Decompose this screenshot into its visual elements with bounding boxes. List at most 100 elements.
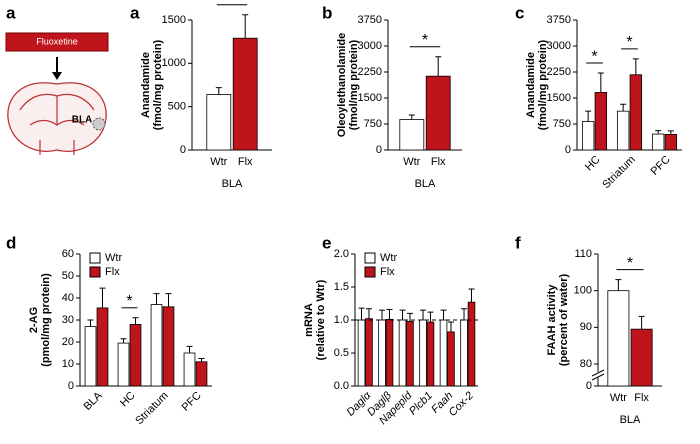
legend-label: Flx bbox=[380, 266, 395, 278]
y-axis-label: (fmol/mg protein) bbox=[152, 39, 164, 130]
bar bbox=[129, 323, 142, 387]
significance-label: * bbox=[126, 293, 132, 310]
drug-label: Fluoxetine bbox=[36, 36, 78, 46]
x-tick-label: PFC bbox=[649, 154, 673, 178]
error-bar bbox=[468, 288, 475, 303]
error-bar bbox=[427, 311, 434, 322]
bar bbox=[117, 342, 130, 387]
error-bar bbox=[99, 287, 106, 308]
arrow-head bbox=[52, 72, 62, 80]
error-bar bbox=[620, 103, 627, 112]
x-tick-label: Wtr bbox=[210, 156, 227, 168]
axis-break bbox=[591, 373, 605, 381]
error-bar bbox=[379, 309, 386, 320]
bar bbox=[439, 319, 448, 387]
error-bar bbox=[420, 309, 427, 320]
bar bbox=[664, 133, 678, 151]
y-axis-label: (fmol/mg protein) bbox=[537, 39, 549, 130]
y-axis-label: FAAH activity bbox=[546, 284, 558, 356]
y-tick-label: 20 bbox=[62, 336, 74, 348]
error-bar bbox=[615, 279, 622, 291]
error-bar bbox=[242, 14, 249, 39]
x-tick-label: Flx bbox=[431, 156, 446, 168]
error-bar bbox=[215, 87, 222, 95]
bar bbox=[447, 331, 455, 387]
bar bbox=[96, 307, 109, 387]
error-bar bbox=[399, 309, 406, 320]
y-axis-label: 2-AG bbox=[28, 307, 40, 333]
significance-label: * bbox=[626, 34, 632, 51]
y-tick-label: 110 bbox=[574, 248, 592, 260]
bar bbox=[399, 119, 425, 151]
bar bbox=[183, 352, 196, 387]
x-tick-label: Flx bbox=[634, 392, 649, 404]
y-tick-label: 500 bbox=[168, 101, 186, 113]
panel-label: c bbox=[515, 3, 524, 22]
bar bbox=[232, 37, 258, 151]
bar bbox=[84, 326, 97, 387]
brain-structures bbox=[19, 93, 95, 155]
y-tick-label: 0 bbox=[376, 144, 382, 156]
error-bar bbox=[365, 308, 372, 319]
y-tick-label: 3750 bbox=[547, 14, 571, 26]
y-tick-label: 100 bbox=[574, 285, 592, 297]
y-tick-label: 1500 bbox=[358, 92, 382, 104]
error-bar bbox=[406, 312, 413, 322]
error-bar bbox=[132, 317, 139, 325]
bar bbox=[385, 318, 394, 387]
error-bar bbox=[461, 308, 468, 320]
x-tick-label: Flx bbox=[238, 156, 253, 168]
bar bbox=[630, 328, 653, 387]
panel-label: f bbox=[515, 233, 521, 252]
y-tick-label: 0 bbox=[586, 380, 592, 392]
error-bar bbox=[585, 110, 592, 122]
y-tick-label: 1.0 bbox=[334, 314, 349, 326]
x-tick-label: HC bbox=[583, 154, 603, 174]
x-tick-label: Wtr bbox=[403, 156, 420, 168]
x-tick-label: PFC bbox=[180, 390, 204, 414]
error-bar bbox=[153, 293, 160, 305]
panel-label: b bbox=[322, 3, 332, 22]
y-tick-label: 10 bbox=[62, 358, 74, 370]
region-label: BLA bbox=[72, 115, 93, 126]
error-bar bbox=[186, 345, 193, 353]
bar bbox=[426, 321, 435, 387]
error-bar bbox=[87, 319, 94, 327]
y-axis-label: Anandamide bbox=[140, 52, 152, 118]
bar bbox=[581, 121, 595, 151]
x-tick-label: BLA bbox=[81, 389, 105, 413]
y-tick-label: 0 bbox=[68, 380, 74, 392]
bar bbox=[195, 361, 208, 387]
y-tick-label: 3000 bbox=[547, 40, 571, 52]
bar bbox=[378, 319, 386, 387]
panel-label: e bbox=[322, 233, 331, 252]
legend-swatch bbox=[364, 252, 376, 264]
panel-label: d bbox=[6, 233, 16, 252]
x-axis-label: BLA bbox=[222, 178, 243, 190]
bar bbox=[206, 94, 232, 151]
bar bbox=[425, 75, 451, 151]
bar bbox=[616, 110, 630, 151]
y-axis-label: Oleoylethanolamide bbox=[336, 33, 348, 138]
error-bar bbox=[667, 130, 674, 135]
y-tick-label: 0 bbox=[565, 144, 571, 156]
error-bar bbox=[435, 56, 442, 77]
bar bbox=[629, 74, 643, 151]
axis-break-gap bbox=[592, 372, 604, 378]
y-tick-label: 0.0 bbox=[334, 380, 349, 392]
error-bar bbox=[120, 338, 127, 344]
y-tick-label: 1500 bbox=[162, 14, 186, 26]
x-tick-label: Plcb1 bbox=[407, 390, 435, 418]
y-tick-label: 750 bbox=[553, 118, 571, 130]
y-tick-label: 750 bbox=[364, 118, 382, 130]
y-tick-label: 80 bbox=[580, 358, 592, 370]
y-axis-label: Anandamide bbox=[525, 52, 537, 118]
legend-swatch bbox=[364, 266, 376, 278]
y-tick-label: 2.0 bbox=[334, 248, 349, 260]
x-tick-label: Striatum bbox=[600, 154, 637, 191]
y-tick-label: 1500 bbox=[547, 92, 571, 104]
x-tick-label: Striatum bbox=[133, 390, 170, 427]
error-bar bbox=[597, 72, 604, 93]
bar bbox=[150, 304, 163, 387]
y-tick-label: 1000 bbox=[162, 57, 186, 69]
